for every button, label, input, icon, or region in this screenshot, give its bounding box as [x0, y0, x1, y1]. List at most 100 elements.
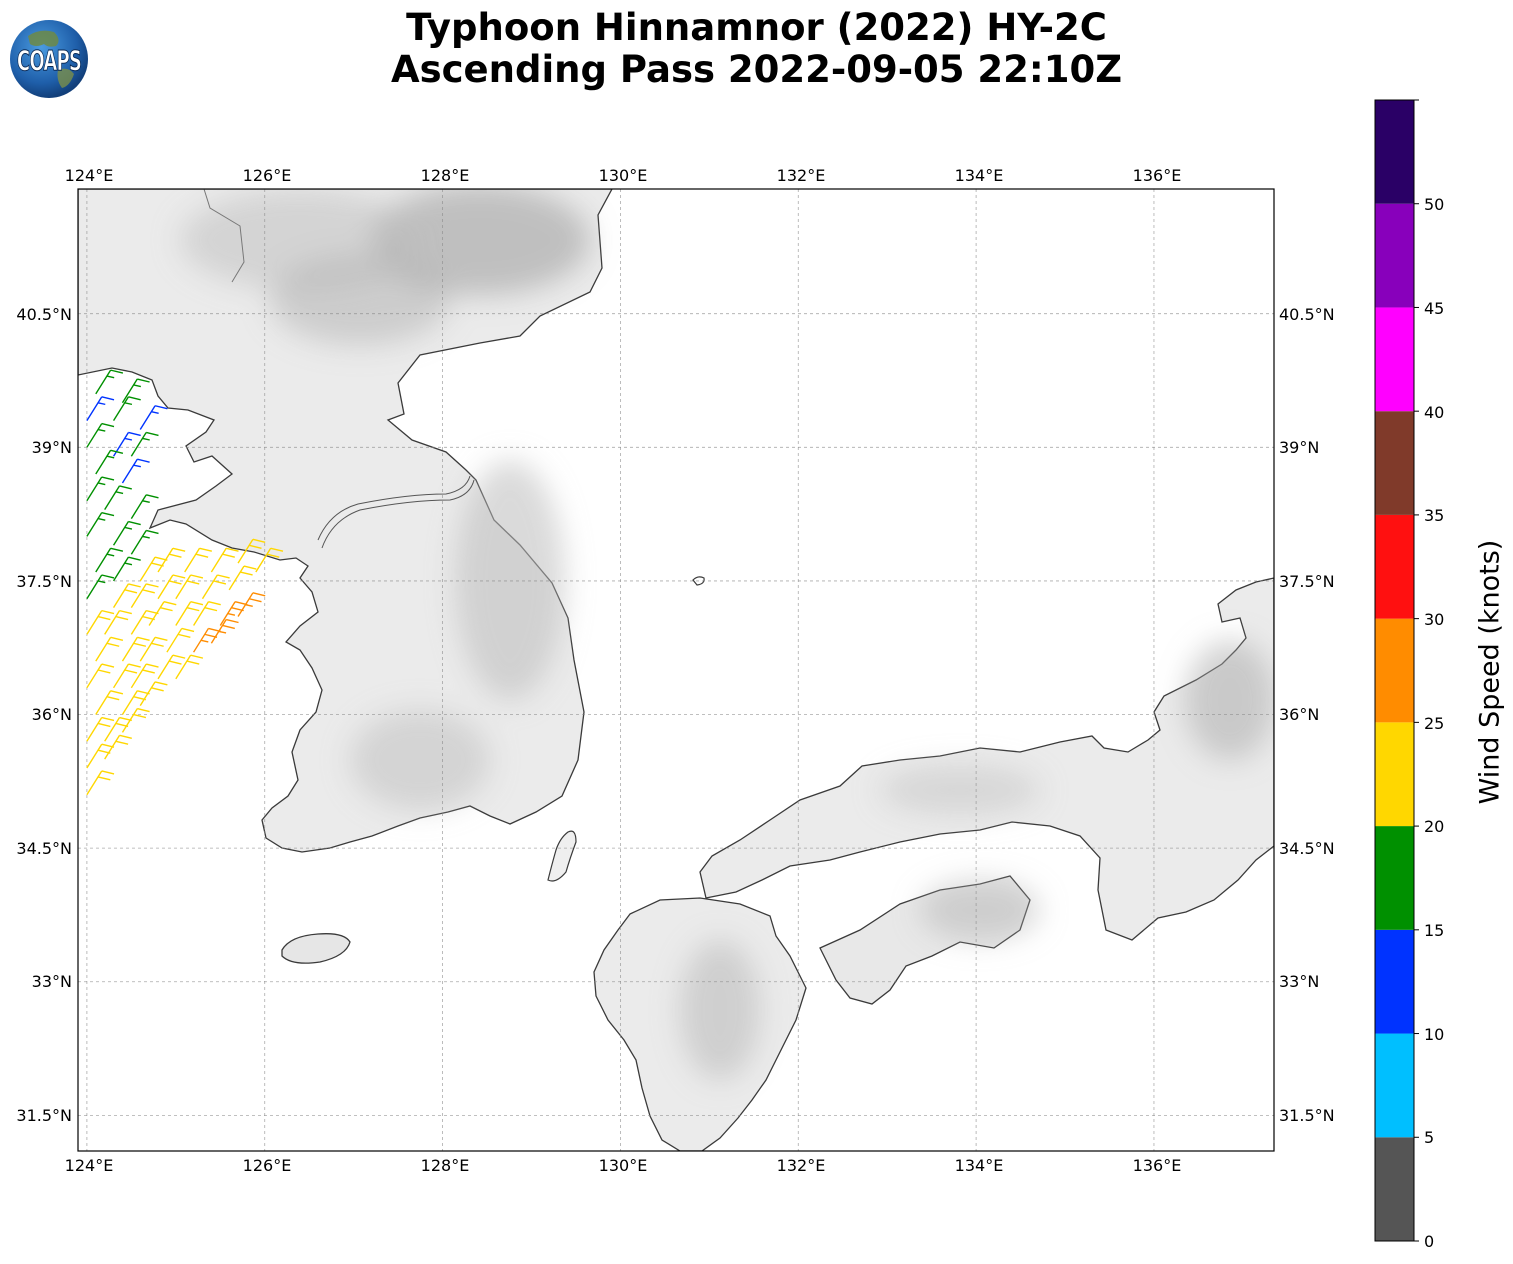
wind-barb [210, 618, 239, 644]
wind-barb-stroke [157, 574, 186, 600]
wind-barb-stroke [237, 592, 266, 617]
wind-barb-stroke [104, 485, 132, 511]
wind-barb-stroke [112, 520, 141, 546]
wind-barb [139, 405, 168, 430]
gridlines [78, 189, 1274, 1151]
wind-barb [139, 681, 168, 707]
lon-tick-label: 134°E [955, 1156, 1004, 1175]
colorbar-bin [1375, 722, 1414, 827]
lat-tick-label: 34.5°N [1279, 839, 1335, 858]
wind-barb-stroke [112, 396, 141, 421]
wind-barb-stroke [95, 547, 124, 573]
lat-tick-label: 40.5°N [1279, 305, 1335, 324]
wind-barb-stroke [139, 636, 168, 662]
wind-barb-stroke [95, 449, 124, 475]
wind-barb [112, 520, 141, 546]
wind-barb [95, 547, 124, 573]
title-line-2: Ascending Pass 2022-09-05 22:10Z [390, 48, 1123, 91]
colorbar-tick-label: 25 [1424, 714, 1444, 733]
wind-barb [121, 458, 150, 484]
wind-barb-stroke [139, 681, 168, 707]
lat-tick-label: 37.5°N [16, 572, 72, 591]
lat-tick-label: 37.5°N [1279, 572, 1335, 591]
wind-barb [237, 538, 266, 564]
wind-barb [175, 654, 204, 680]
lat-labels-left: 40.5°N 39°N 37.5°N 36°N 34.5°N 33°N 31.5… [16, 305, 72, 1125]
wind-barb [95, 690, 124, 715]
wind-barb [130, 431, 159, 457]
colorbar-tick-label: 35 [1424, 506, 1444, 525]
wind-barb [139, 636, 168, 662]
wind-barb-stroke [130, 663, 159, 689]
wind-barbs [86, 369, 284, 796]
wind-barb [86, 574, 115, 600]
logo-landmass [28, 30, 59, 47]
wind-barb [219, 601, 248, 626]
wind-barb-stroke [157, 547, 186, 573]
wind-barb [201, 574, 230, 600]
lat-tick-label: 36°N [32, 705, 72, 724]
lon-tick-label: 128°E [421, 166, 470, 185]
wind-barb [86, 476, 115, 502]
wind-barb-stroke [210, 618, 239, 644]
colorbar [1375, 99, 1419, 1242]
wind-barb [112, 583, 141, 609]
dmz-line [321, 479, 475, 549]
colorbar-tick-label: 0 [1424, 1232, 1434, 1251]
lat-tick-label: 33°N [32, 972, 72, 991]
wind-barb [157, 654, 186, 680]
colorbar-tick-label: 5 [1424, 1128, 1434, 1147]
colorbar-bin [1375, 514, 1414, 619]
wind-barb-stroke [121, 378, 150, 404]
wind-barb [237, 592, 266, 617]
wind-barb-stroke [95, 636, 124, 662]
wind-barb [86, 609, 115, 635]
colorbar-tick-label: 45 [1424, 299, 1444, 318]
korean-peninsula [78, 189, 613, 853]
terrain-shading [180, 189, 1274, 1080]
wind-barb-stroke [193, 627, 221, 653]
wind-barb-stroke [237, 538, 266, 564]
colorbar-bin [1375, 1033, 1414, 1138]
wind-barb-stroke [148, 601, 177, 626]
wind-barb-stroke [130, 431, 159, 457]
wind-barb-stroke [112, 556, 141, 582]
logo-text: COAPS [17, 45, 81, 77]
colorbar-bin [1375, 929, 1414, 1034]
wind-barb [255, 547, 284, 573]
colorbar-tick-label: 10 [1424, 1025, 1444, 1044]
lon-labels-bottom: 124°E 126°E 128°E 130°E 132°E 134°E 136°… [65, 1156, 1182, 1175]
wind-barb-stroke [112, 583, 141, 609]
map-area [78, 189, 1274, 1151]
wind-barb [95, 369, 124, 395]
lon-labels-top: 124°E 126°E 128°E 130°E 132°E 134°E 136°… [65, 166, 1182, 185]
wind-barb [130, 663, 159, 689]
wind-barb-stroke [201, 574, 230, 600]
wind-barb-stroke [86, 422, 115, 448]
wind-barb [166, 627, 195, 653]
wind-barb [95, 636, 124, 662]
lat-tick-label: 39°N [32, 438, 72, 457]
wind-barb-stroke [95, 369, 124, 395]
logo-landmass [57, 68, 74, 88]
wind-barb-stroke [130, 494, 159, 519]
lon-tick-label: 124°E [65, 1156, 114, 1175]
wind-barb-stroke [95, 690, 124, 715]
wind-barb-stroke [210, 547, 239, 573]
wind-barb [95, 449, 124, 475]
wind-barb-stroke [175, 601, 204, 626]
wind-barb-stroke [228, 565, 257, 591]
lon-tick-label: 136°E [1133, 166, 1182, 185]
wind-barb [148, 601, 177, 626]
lon-tick-label: 124°E [65, 166, 114, 185]
wind-barb [210, 547, 239, 573]
lon-tick-label: 132°E [777, 166, 826, 185]
colorbar-bin [1375, 307, 1414, 412]
wind-barb-stroke [175, 654, 204, 680]
wind-barb-stroke [104, 609, 132, 635]
colorbar-ticks: 0 5 10 15 20 25 30 35 40 45 50 [1424, 195, 1444, 1251]
lon-tick-label: 128°E [421, 1156, 470, 1175]
wind-barb-stroke [121, 458, 150, 484]
lat-tick-label: 40.5°N [16, 305, 72, 324]
